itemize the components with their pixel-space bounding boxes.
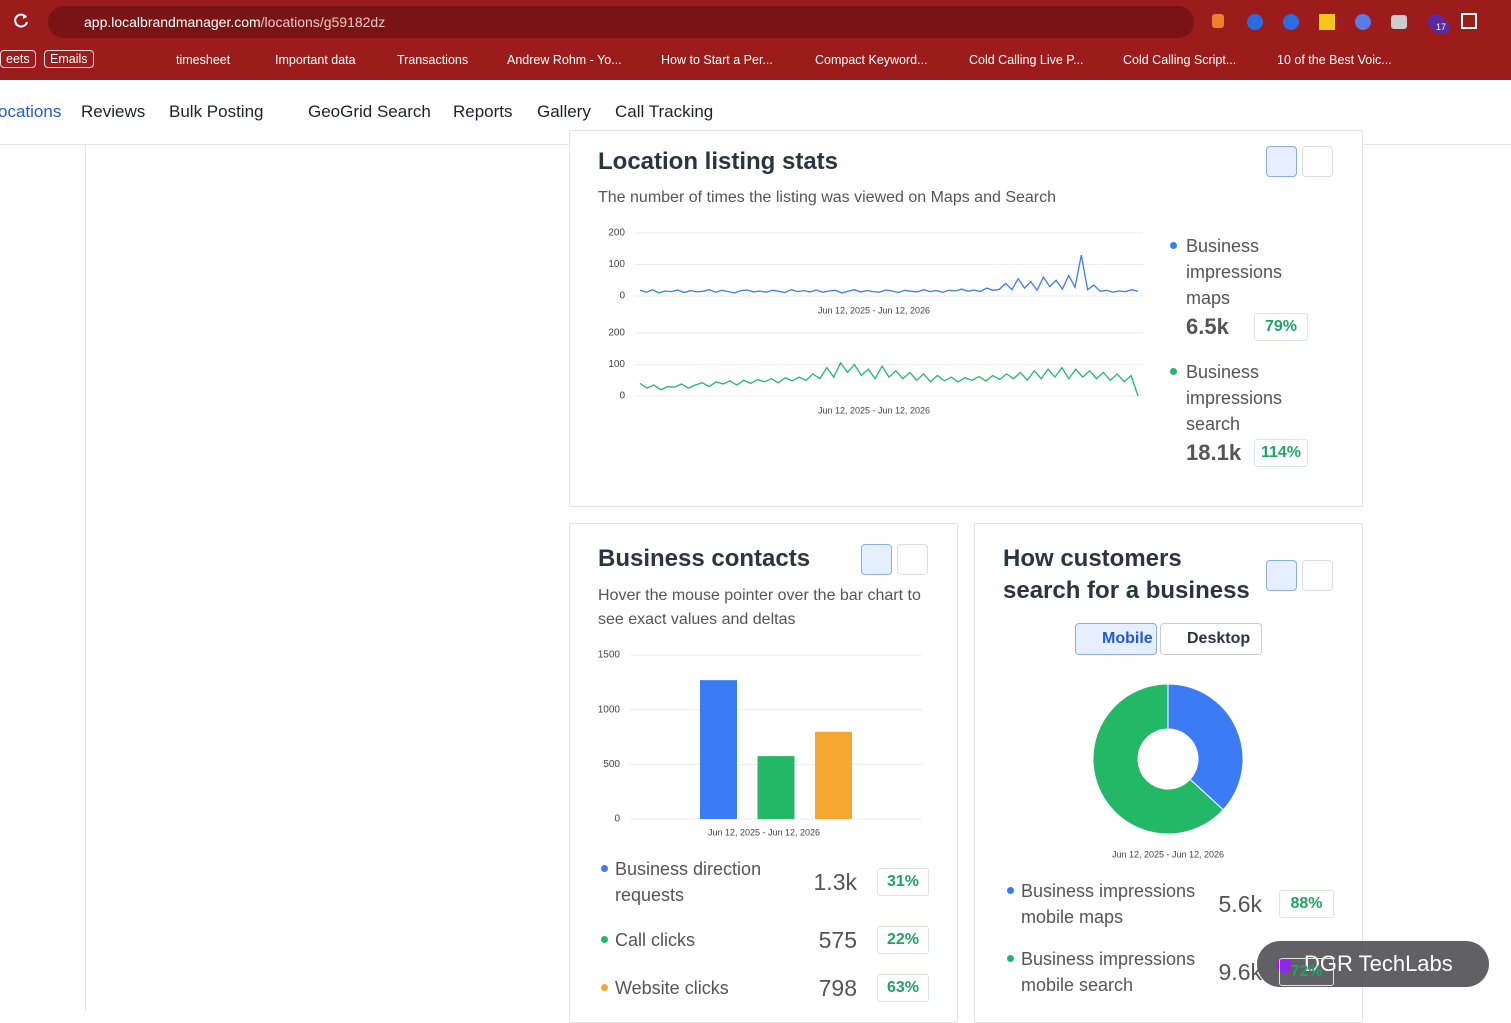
mobile-toggle[interactable]: Mobile [1075, 623, 1157, 655]
bookmark[interactable]: Compact Keyword... [815, 53, 928, 67]
bar-view-button[interactable] [861, 544, 892, 575]
legend-value: 5.6k [1218, 891, 1262, 917]
bookmarks-bar: eets Emails timesheet Important data Transac… [0, 42, 1511, 80]
legend-name: Call clicks [615, 930, 696, 950]
legend-value: 575 [818, 927, 857, 953]
legend-delta: 88% [1279, 890, 1334, 918]
bookmark[interactable]: 10 of the Best Voic... [1277, 53, 1392, 67]
line-view-button[interactable] [897, 544, 928, 575]
extension-badge: 17 [1432, 20, 1450, 34]
bookmark[interactable]: Transactions [397, 53, 469, 67]
bookmark[interactable]: eets [0, 50, 36, 68]
line-view-button[interactable] [1302, 560, 1333, 591]
legend-name: Business impressions search [1186, 362, 1283, 434]
legend-dot [1007, 955, 1014, 962]
address-bar[interactable]: app.localbrandmanager.com/locations/g591… [48, 6, 1194, 38]
bookmark[interactable]: Emails [44, 50, 94, 68]
legend-name: Website clicks [615, 978, 729, 998]
legend-dot [1007, 887, 1014, 894]
legend-total: 6.5k [1186, 314, 1229, 339]
legend-delta: 72% [1279, 958, 1334, 986]
card-subtitle: The number of times the listing was view… [598, 189, 1057, 206]
nav-item[interactable]: ocations [0, 102, 62, 121]
nav-item[interactable]: Bulk Posting [169, 102, 264, 121]
card-title: Location listing stats [598, 148, 839, 175]
legend-name: Business direction requests [615, 859, 762, 905]
browser-toolbar: app.localbrandmanager.com/locations/g591… [0, 0, 1511, 42]
legend-dot [601, 936, 608, 943]
url-path: /locations/g59182dz [260, 14, 386, 30]
nav-item[interactable]: Call Tracking [615, 102, 714, 121]
nav-item[interactable]: Reviews [81, 102, 146, 121]
combo-view-button[interactable] [1302, 146, 1333, 177]
legend-delta: 31% [877, 868, 929, 896]
bookmark[interactable]: Andrew Rohm - Yo... [507, 53, 622, 67]
nav-item[interactable]: Reports [453, 102, 513, 121]
listing-stats-card [569, 130, 1363, 507]
legend-total: 18.1k [1186, 440, 1242, 465]
legend-name: Business impressions maps [1186, 236, 1283, 308]
legend-name: Business impressions mobile maps [1021, 881, 1196, 927]
legend-value: 9.6k [1218, 959, 1262, 985]
legend-value: 1.3k [813, 869, 857, 895]
legend-dot [1170, 368, 1177, 375]
legend-dot [601, 865, 608, 872]
bookmark[interactable]: timesheet [176, 53, 231, 67]
card-subtitle: Hover the mouse pointer over the bar cha… [598, 587, 921, 628]
bookmark[interactable]: Cold Calling Live P... [969, 53, 1084, 67]
reload-icon[interactable] [12, 12, 30, 30]
legend-dot [601, 984, 608, 991]
watermark: DGR TechLabs [1257, 941, 1489, 987]
nav-item[interactable]: Gallery [537, 102, 591, 121]
watermark-text: DGR TechLabs [1304, 951, 1453, 976]
legend-delta: 63% [877, 974, 929, 1002]
nav-item[interactable]: GeoGrid Search [308, 102, 431, 121]
card-title: How customers search for a business [1003, 545, 1250, 604]
legend-delta: 79% [1254, 313, 1308, 341]
bookmark[interactable]: Cold Calling Script... [1123, 53, 1237, 67]
desktop-toggle[interactable]: Desktop [1160, 623, 1262, 655]
sidebar-divider [85, 145, 86, 1010]
legend-value: 798 [818, 975, 857, 1001]
card-title: Business contacts [598, 545, 811, 572]
legend-delta: 114% [1254, 439, 1308, 467]
legend-name: Business impressions mobile search [1021, 949, 1196, 995]
bookmark[interactable]: Important data [275, 53, 356, 67]
line-view-button[interactable] [1266, 146, 1297, 177]
watermark-dot [1276, 957, 1292, 973]
pie-view-button[interactable] [1266, 560, 1297, 591]
url-host: app.localbrandmanager.com [84, 14, 261, 30]
legend-delta: 22% [877, 926, 929, 954]
bookmark[interactable]: How to Start a Per... [661, 53, 773, 67]
legend-dot [1170, 242, 1177, 249]
